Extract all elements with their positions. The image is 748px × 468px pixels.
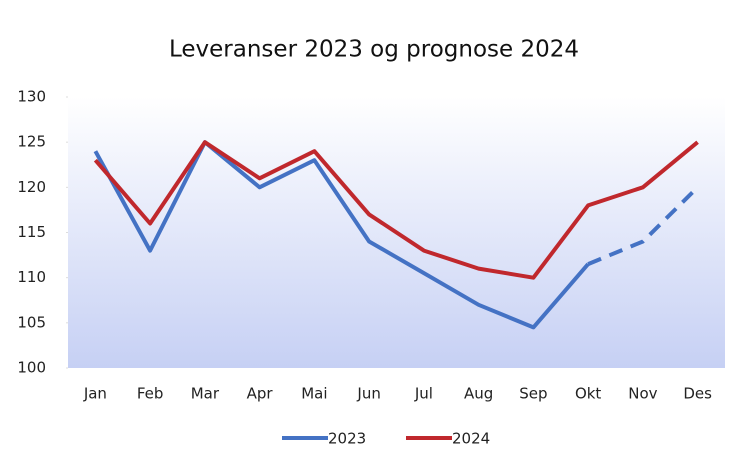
x-tick-label: Jan bbox=[83, 385, 107, 403]
x-tick-label: Jul bbox=[414, 385, 433, 403]
x-tick-label: Mai bbox=[301, 385, 327, 403]
line bbox=[587, 185, 700, 266]
y-tick-label: 110 bbox=[17, 268, 46, 286]
x-tick-label: Okt bbox=[575, 385, 601, 403]
y-tick-label: 130 bbox=[17, 88, 46, 106]
x-tick-label: Apr bbox=[247, 385, 274, 403]
legend-label: 2023 bbox=[328, 430, 366, 448]
chart-title: Leveranser 2023 og prognose 2024 bbox=[169, 37, 579, 63]
y-tick-label: 125 bbox=[17, 133, 46, 151]
legend-label: 2024 bbox=[452, 430, 490, 448]
x-tick-label: Sep bbox=[519, 385, 547, 403]
line bbox=[93, 140, 590, 330]
x-tick-label: Aug bbox=[464, 385, 493, 403]
x-tick-label: Des bbox=[683, 385, 712, 403]
x-tick-label: Jun bbox=[356, 385, 380, 403]
x-tick-label: Nov bbox=[628, 385, 657, 403]
line bbox=[93, 140, 699, 280]
y-tick-label: 100 bbox=[17, 359, 46, 377]
y-tick-label: 120 bbox=[17, 178, 46, 196]
x-tick-label: Feb bbox=[137, 385, 164, 403]
y-tick-label: 105 bbox=[17, 313, 46, 331]
x-tick-label: Mar bbox=[191, 385, 220, 403]
y-tick-label: 115 bbox=[17, 223, 46, 241]
